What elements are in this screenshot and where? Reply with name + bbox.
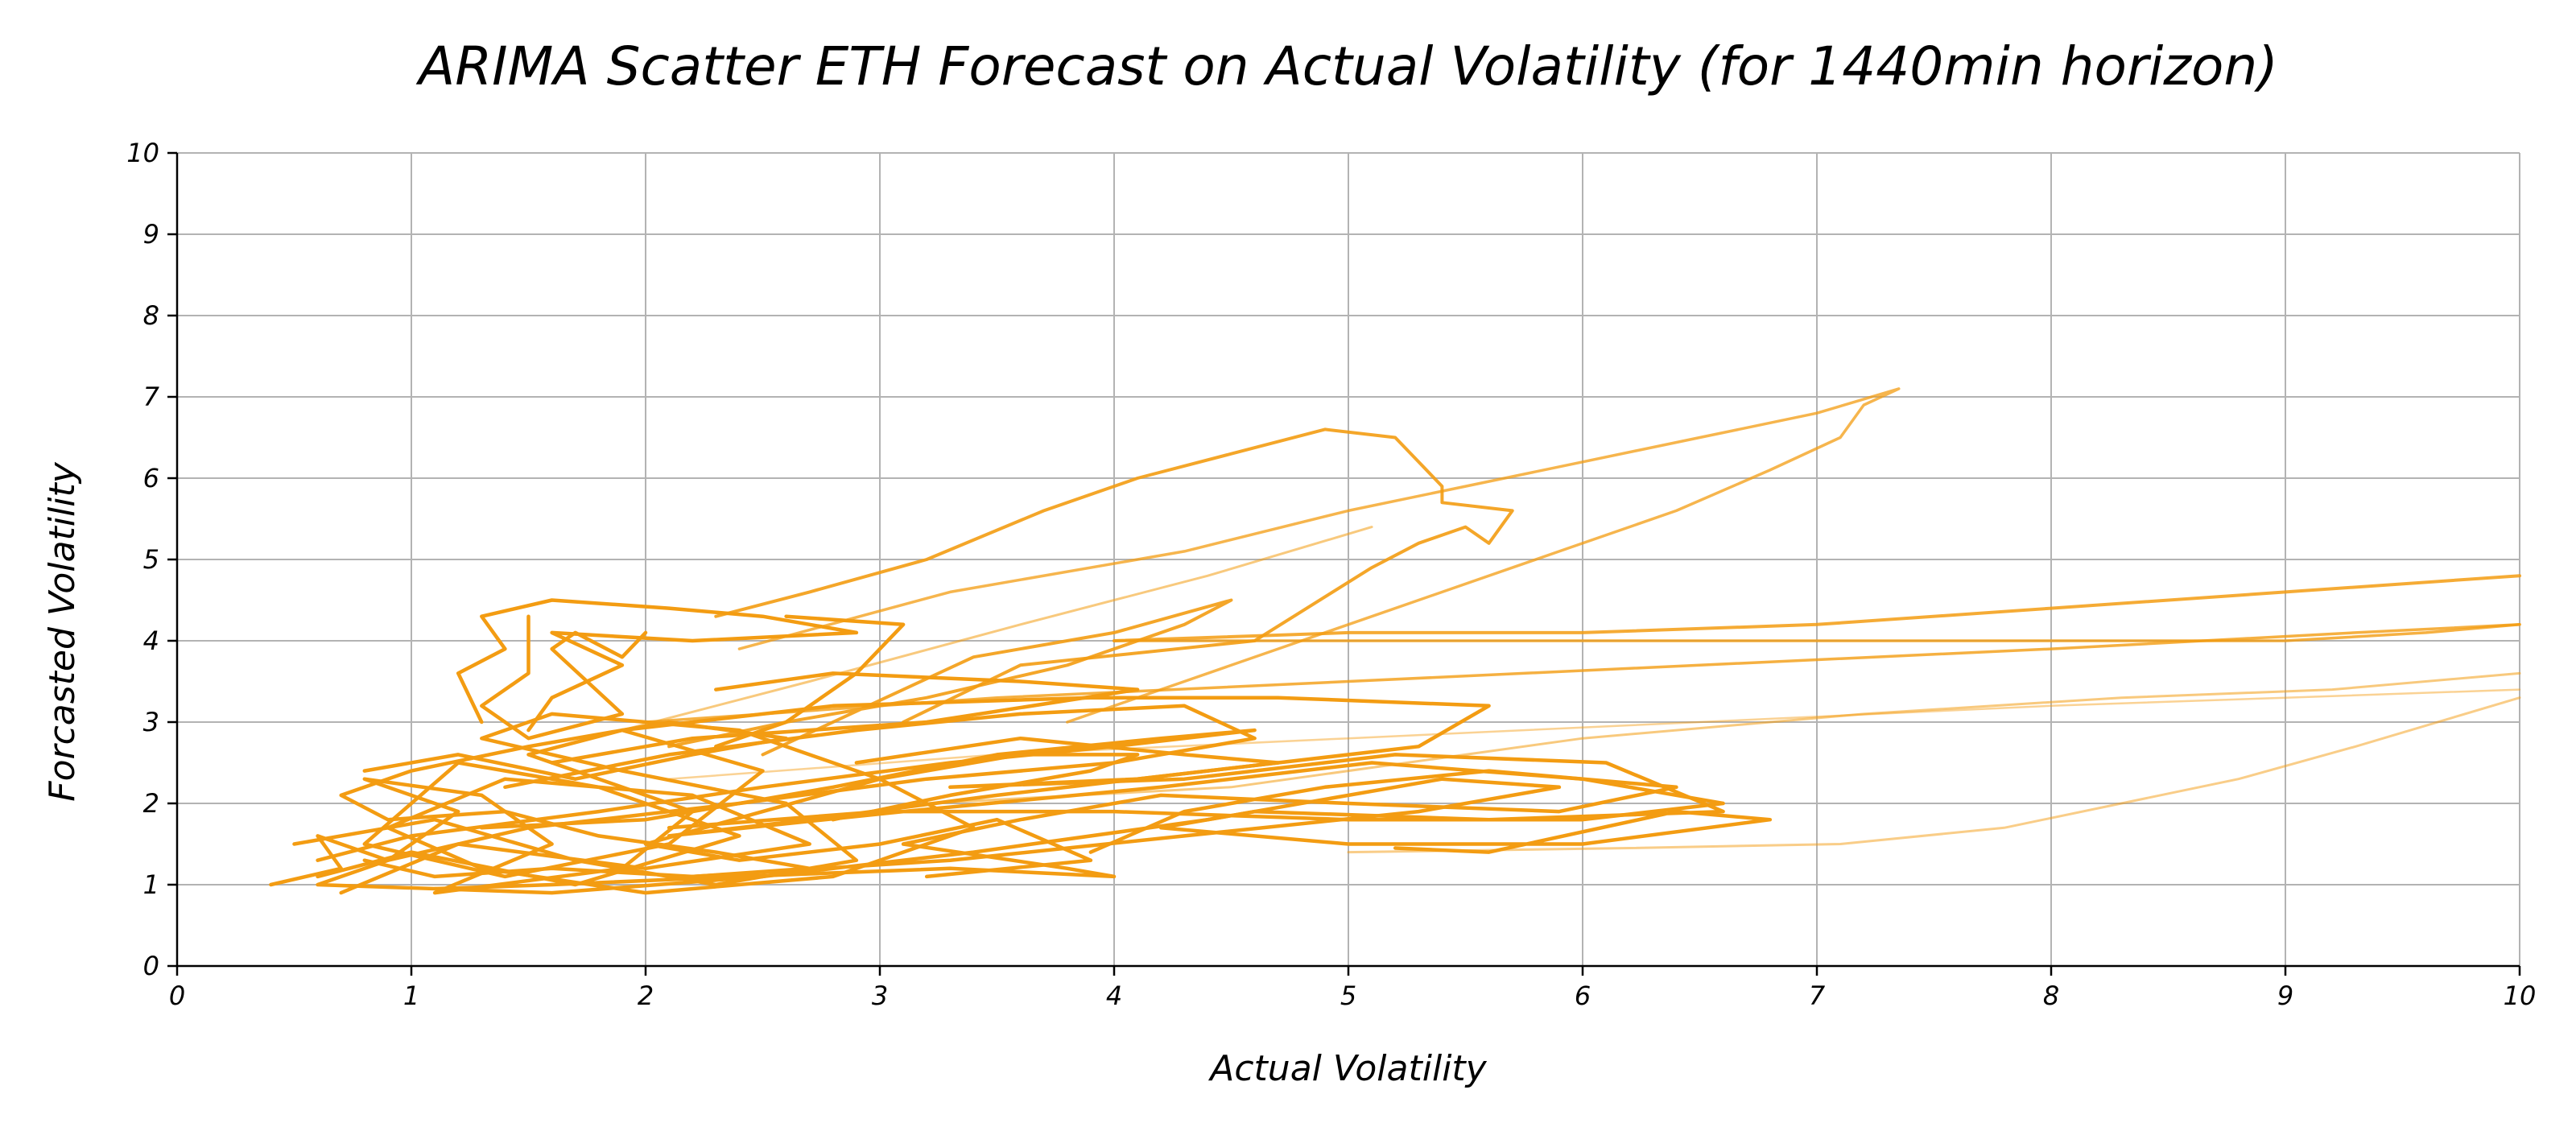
x-tick-label: 8 — [2043, 980, 2059, 1011]
x-tick-label: 10 — [2504, 980, 2537, 1011]
data-series — [269, 387, 2521, 895]
y-tick-label: 3 — [143, 707, 159, 737]
series-line-6 — [550, 671, 1140, 765]
series-line-10 — [432, 769, 1678, 891]
x-tick-label: 3 — [872, 980, 888, 1011]
y-tick-label: 10 — [126, 138, 159, 168]
x-tick-label: 5 — [1340, 980, 1356, 1011]
chart-title: ARIMA Scatter ETH Forecast on Actual Vol… — [415, 35, 2278, 97]
x-tick-label: 1 — [403, 980, 419, 1011]
series-line-19 — [737, 387, 1901, 724]
x-axis-label: Actual Volatility — [1208, 1048, 1487, 1089]
series-line-20 — [621, 526, 1373, 732]
series-line-13 — [339, 720, 811, 879]
x-tick-label: 6 — [1575, 980, 1591, 1011]
series-line-8 — [620, 696, 1725, 838]
x-tick-label: 2 — [638, 980, 654, 1011]
x-tick-label: 0 — [169, 980, 185, 1011]
series-line-15 — [714, 427, 1514, 724]
x-tick-label: 9 — [2277, 980, 2293, 1011]
series-line-22 — [1347, 696, 2521, 854]
series-line-23 — [667, 688, 2521, 780]
series-line-14 — [667, 598, 1233, 757]
y-tick-label: 1 — [143, 869, 159, 900]
x-tick-label: 7 — [1809, 980, 1826, 1011]
y-tick-label: 5 — [143, 544, 159, 575]
y-tick-label: 8 — [143, 300, 159, 331]
x-tick-label: 4 — [1106, 980, 1122, 1011]
y-tick-label: 6 — [143, 463, 159, 493]
series-line-16 — [1113, 574, 2521, 642]
series-line-11 — [316, 728, 1257, 862]
y-tick-label: 7 — [143, 382, 160, 412]
series-line-3 — [456, 598, 859, 733]
series-line-12 — [643, 753, 1140, 879]
y-ticks: 0 1 2 3 4 5 6 7 8 9 10 — [126, 138, 177, 981]
series-line-21 — [925, 671, 2521, 805]
y-tick-label: 4 — [143, 625, 159, 656]
x-ticks: 0 1 2 3 4 5 6 7 8 9 10 — [169, 966, 2537, 1011]
y-tick-label: 9 — [143, 219, 159, 250]
series-line-9 — [854, 736, 1773, 854]
series-line-18 — [644, 623, 2521, 724]
y-axis-label: Forcasted Volatility — [42, 461, 83, 801]
y-tick-label: 0 — [143, 951, 159, 981]
y-tick-label: 2 — [143, 788, 159, 819]
series-line-4 — [480, 614, 648, 741]
